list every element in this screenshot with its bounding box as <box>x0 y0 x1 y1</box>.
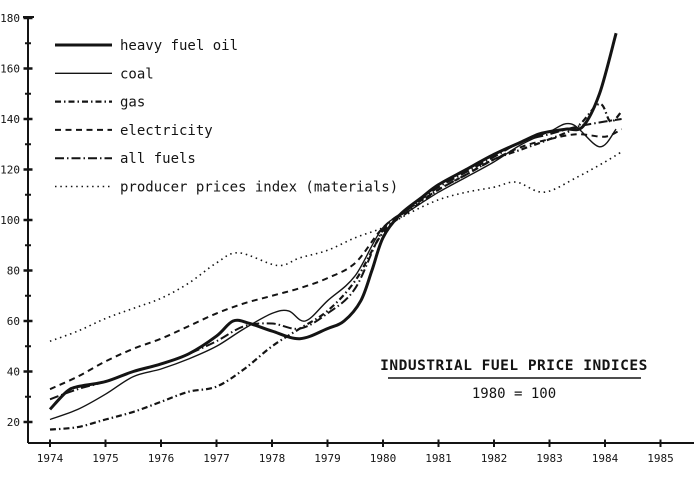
y-tick-label-120: 120 <box>0 164 20 177</box>
x-tick-label-1984: 1984 <box>592 452 619 465</box>
series-line-electricity <box>49 128 623 391</box>
x-tick-label-1978: 1978 <box>259 452 286 465</box>
legend-item-gas: gas <box>55 95 145 111</box>
x-tick-label-1983: 1983 <box>536 452 563 465</box>
chart-title: INDUSTRIAL FUEL PRICE INDICES <box>380 358 648 374</box>
legend-item-heavy-fuel-oil: heavy fuel oil <box>55 38 238 54</box>
series-layer <box>48 32 623 431</box>
legend-item-coal: coal <box>55 66 154 82</box>
legend-label-electricity: electricity <box>120 123 213 139</box>
x-tick-label-1982: 1982 <box>481 452 508 465</box>
legend-label-heavy-fuel-oil: heavy fuel oil <box>120 38 238 54</box>
axes-layer: 20 40 60 80 100 120 140 160 180 1974 1975 1976 1977 1… <box>0 12 694 465</box>
legend-item-producer-prices-index-materials: producer prices index (materials) <box>55 180 398 196</box>
y-tick-label-20: 20 <box>7 416 20 429</box>
legend-label-all-fuels: all fuels <box>120 151 196 167</box>
y-tick-label-100: 100 <box>0 214 20 227</box>
series-line-heavy-fuel-oil <box>48 32 618 411</box>
legend: heavy fuel oil coal gas electricity all fuel… <box>55 38 398 196</box>
y-tick-label-140: 140 <box>0 113 20 126</box>
x-tick-label-1974: 1974 <box>37 452 64 465</box>
title-box: INDUSTRIAL FUEL PRICE INDICES 1980 = 100 <box>380 358 648 402</box>
legend-item-electricity: electricity <box>55 123 213 139</box>
series-line-all-fuels <box>49 118 622 401</box>
x-tick-label-1975: 1975 <box>92 452 119 465</box>
y-tick-label-40: 40 <box>7 366 20 379</box>
x-tick-label-1980: 1980 <box>370 452 397 465</box>
legend-item-all-fuels: all fuels <box>55 151 196 167</box>
legend-label-coal: coal <box>120 66 154 82</box>
y-tick-label-180: 180 <box>0 12 20 25</box>
x-tick-label-1985: 1985 <box>647 452 674 465</box>
series-line-coal <box>49 122 617 421</box>
y-tick-label-160: 160 <box>0 63 20 76</box>
y-tick-label-60: 60 <box>7 315 20 328</box>
x-tick-label-1976: 1976 <box>148 452 175 465</box>
x-tick-label-1977: 1977 <box>203 452 230 465</box>
x-tick-label-1981: 1981 <box>425 452 452 465</box>
y-tick-label-80: 80 <box>7 265 20 278</box>
x-tick-label-1979: 1979 <box>314 452 341 465</box>
legend-label-gas: gas <box>120 95 145 111</box>
series-line-producer-prices-index-materials <box>49 151 623 342</box>
legend-label-producer-prices-index-materials: producer prices index (materials) <box>120 180 398 196</box>
chart-subtitle: 1980 = 100 <box>472 386 556 402</box>
